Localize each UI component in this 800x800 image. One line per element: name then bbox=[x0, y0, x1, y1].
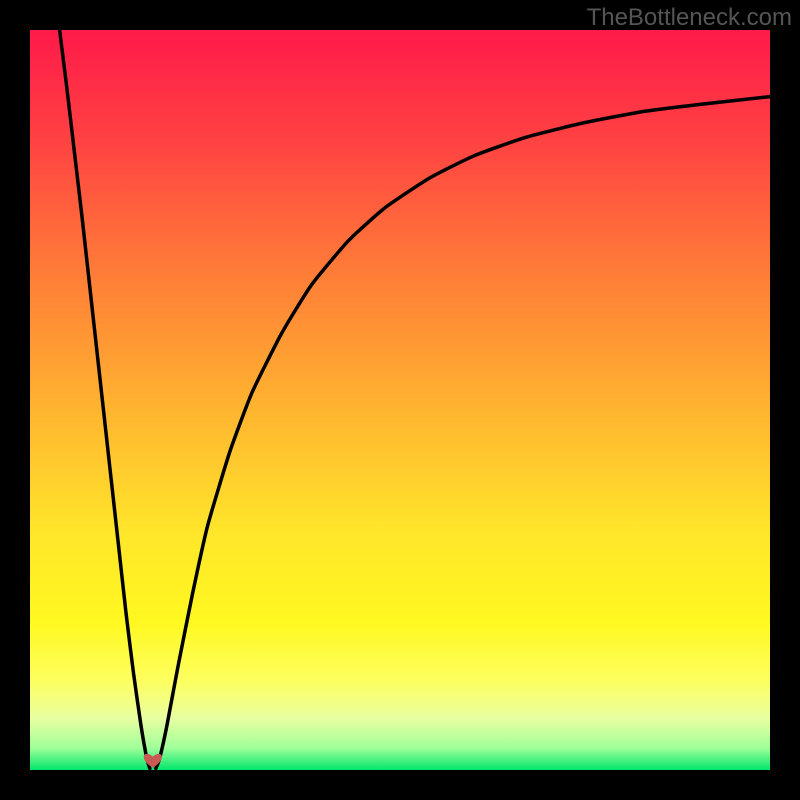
plot-background bbox=[30, 30, 770, 770]
bottleneck-chart bbox=[0, 0, 800, 800]
chart-container: TheBottleneck.com bbox=[0, 0, 800, 800]
watermark-text: TheBottleneck.com bbox=[587, 4, 792, 32]
